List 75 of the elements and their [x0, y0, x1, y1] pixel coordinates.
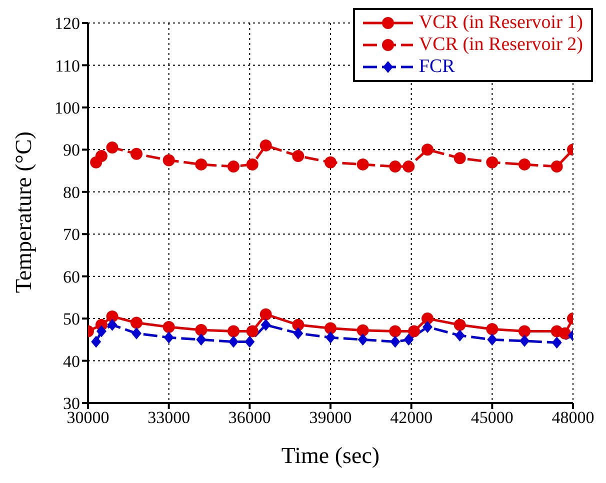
point: [408, 325, 420, 338]
point: [260, 139, 272, 152]
point: [389, 160, 402, 173]
point: [552, 336, 562, 349]
point: [358, 334, 368, 346]
point: [228, 160, 240, 173]
point: [260, 308, 272, 320]
y-tick-label: 40: [63, 352, 80, 371]
x-tick-label: 45000: [470, 408, 514, 428]
point: [402, 160, 415, 173]
point: [292, 150, 304, 162]
y-tick-label: 50: [63, 310, 80, 329]
point: [246, 158, 258, 170]
x-tick-label: 36000: [228, 408, 271, 428]
point: [228, 336, 238, 348]
x-tick-label: 33000: [148, 408, 190, 428]
point: [96, 325, 106, 338]
point: [95, 150, 108, 162]
point: [246, 325, 258, 338]
point: [324, 156, 336, 168]
point: [486, 156, 498, 168]
point: [422, 321, 432, 333]
point: [132, 327, 142, 340]
point: [558, 327, 571, 340]
point: [326, 332, 336, 344]
point: [550, 160, 563, 173]
point: [195, 158, 208, 170]
point: [107, 318, 118, 331]
point: [389, 325, 402, 338]
point: [106, 142, 118, 154]
point: [162, 321, 175, 333]
y-tick-label: 120: [54, 14, 80, 34]
point: [260, 318, 271, 331]
point: [130, 316, 142, 329]
point: [130, 148, 142, 160]
y-tick-label: 110: [55, 56, 80, 76]
x-tick-label: 39000: [309, 408, 352, 428]
point: [422, 144, 434, 156]
point: [106, 310, 118, 322]
point: [228, 325, 240, 338]
legend-label: FCR: [418, 56, 455, 78]
point: [422, 312, 434, 325]
point: [486, 323, 498, 336]
x-tick-label: 48000: [552, 408, 594, 428]
point: [196, 334, 206, 346]
point: [195, 324, 208, 336]
y-tick-label: 60: [63, 267, 80, 286]
point: [390, 336, 400, 348]
x-tick-label: 30000: [66, 408, 110, 428]
point: [404, 334, 414, 346]
point: [244, 336, 255, 348]
y-axis-title: Temperature (°C): [11, 132, 36, 293]
point: [293, 327, 304, 340]
point: [324, 322, 336, 334]
x-tick-label: 42000: [390, 408, 433, 428]
legend-label: VCR (in Reservoir 1): [418, 12, 583, 34]
x-axis-title: Time (sec): [281, 443, 380, 468]
point: [162, 154, 175, 166]
point: [454, 329, 465, 342]
point: [164, 332, 174, 344]
point: [487, 334, 498, 346]
point: [454, 152, 466, 164]
y-tick-label: 90: [63, 140, 80, 160]
point: [292, 318, 304, 331]
point: [518, 158, 530, 170]
point: [520, 334, 530, 347]
point: [454, 318, 466, 331]
point: [356, 158, 369, 170]
point: [518, 325, 530, 338]
y-tick-label: 70: [63, 225, 80, 244]
y-tick-label: 80: [63, 182, 80, 202]
legend-label: VCR (in Reservoir 2): [418, 34, 583, 56]
point: [356, 324, 369, 336]
y-tick-label: 100: [54, 98, 80, 118]
point: [91, 336, 102, 348]
